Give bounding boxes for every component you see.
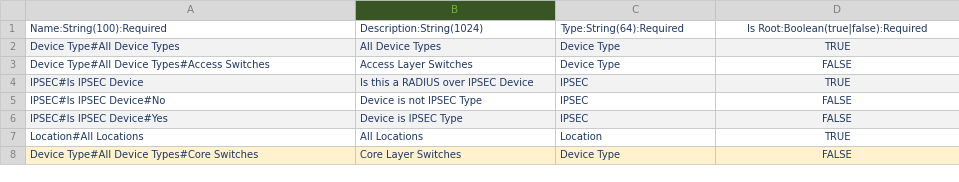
Bar	[715, 74, 959, 92]
Bar	[715, 38, 959, 56]
Bar	[555, 146, 715, 164]
Bar	[0, 0, 25, 20]
Bar	[715, 110, 959, 128]
Bar	[355, 128, 555, 146]
Text: IPSEC: IPSEC	[560, 114, 588, 124]
Text: IPSEC: IPSEC	[560, 78, 588, 88]
Text: 5: 5	[10, 96, 15, 106]
Text: 3: 3	[10, 60, 15, 70]
Text: D: D	[833, 5, 841, 15]
Text: Device is IPSEC Type: Device is IPSEC Type	[360, 114, 463, 124]
Bar	[355, 110, 555, 128]
Text: FALSE: FALSE	[822, 150, 852, 160]
Text: 7: 7	[10, 132, 15, 142]
Text: TRUE: TRUE	[824, 42, 851, 52]
Bar	[715, 56, 959, 74]
Bar	[25, 92, 355, 110]
Text: Core Layer Switches: Core Layer Switches	[360, 150, 461, 160]
Bar	[555, 20, 715, 38]
Text: All Locations: All Locations	[360, 132, 423, 142]
Bar	[355, 20, 555, 38]
Bar	[25, 146, 355, 164]
Text: All Device Types: All Device Types	[360, 42, 441, 52]
Text: IPSEC: IPSEC	[560, 96, 588, 106]
Bar	[25, 110, 355, 128]
Text: Device Type#All Device Types#Core Switches: Device Type#All Device Types#Core Switch…	[30, 150, 258, 160]
Bar	[355, 0, 555, 20]
Bar	[555, 74, 715, 92]
Bar	[555, 56, 715, 74]
Text: Device Type#All Device Types#Access Switches: Device Type#All Device Types#Access Swit…	[30, 60, 269, 70]
Bar	[355, 56, 555, 74]
Text: Access Layer Switches: Access Layer Switches	[360, 60, 473, 70]
Text: IPSEC#Is IPSEC Device: IPSEC#Is IPSEC Device	[30, 78, 144, 88]
Bar	[555, 38, 715, 56]
Text: 1: 1	[10, 24, 15, 34]
Bar	[355, 38, 555, 56]
Bar	[0, 56, 25, 74]
Text: Location#All Locations: Location#All Locations	[30, 132, 144, 142]
Bar	[25, 128, 355, 146]
Bar	[25, 56, 355, 74]
Text: FALSE: FALSE	[822, 114, 852, 124]
Text: Device is not IPSEC Type: Device is not IPSEC Type	[360, 96, 482, 106]
Text: Device Type: Device Type	[560, 60, 620, 70]
Text: 8: 8	[10, 150, 15, 160]
Text: Device Type: Device Type	[560, 42, 620, 52]
Text: Device Type#All Device Types: Device Type#All Device Types	[30, 42, 179, 52]
Text: Location: Location	[560, 132, 602, 142]
Text: TRUE: TRUE	[824, 132, 851, 142]
Bar	[25, 74, 355, 92]
Text: FALSE: FALSE	[822, 96, 852, 106]
Text: Name:String(100):Required: Name:String(100):Required	[30, 24, 167, 34]
Text: B: B	[452, 5, 458, 15]
Bar	[555, 110, 715, 128]
Text: IPSEC#Is IPSEC Device#No: IPSEC#Is IPSEC Device#No	[30, 96, 165, 106]
Text: 6: 6	[10, 114, 15, 124]
Bar	[25, 20, 355, 38]
Text: Is this a RADIUS over IPSEC Device: Is this a RADIUS over IPSEC Device	[360, 78, 533, 88]
Text: Description:String(1024): Description:String(1024)	[360, 24, 483, 34]
Bar	[355, 146, 555, 164]
Bar	[0, 74, 25, 92]
Bar	[555, 0, 715, 20]
Bar	[715, 20, 959, 38]
Bar	[25, 38, 355, 56]
Bar	[0, 20, 25, 38]
Text: IPSEC#Is IPSEC Device#Yes: IPSEC#Is IPSEC Device#Yes	[30, 114, 168, 124]
Text: Device Type: Device Type	[560, 150, 620, 160]
Bar	[0, 110, 25, 128]
Bar	[555, 92, 715, 110]
Bar	[0, 38, 25, 56]
Bar	[355, 92, 555, 110]
Text: A: A	[186, 5, 194, 15]
Bar	[0, 128, 25, 146]
Text: Is Root:Boolean(true|false):Required: Is Root:Boolean(true|false):Required	[747, 24, 927, 34]
Text: Type:String(64):Required: Type:String(64):Required	[560, 24, 684, 34]
Bar	[0, 92, 25, 110]
Text: 4: 4	[10, 78, 15, 88]
Bar	[715, 146, 959, 164]
Text: 2: 2	[10, 42, 15, 52]
Text: TRUE: TRUE	[824, 78, 851, 88]
Text: FALSE: FALSE	[822, 60, 852, 70]
Bar	[555, 128, 715, 146]
Text: C: C	[631, 5, 639, 15]
Bar	[715, 92, 959, 110]
Bar	[355, 74, 555, 92]
Bar	[25, 0, 355, 20]
Bar	[715, 0, 959, 20]
Bar	[0, 146, 25, 164]
Bar	[715, 128, 959, 146]
